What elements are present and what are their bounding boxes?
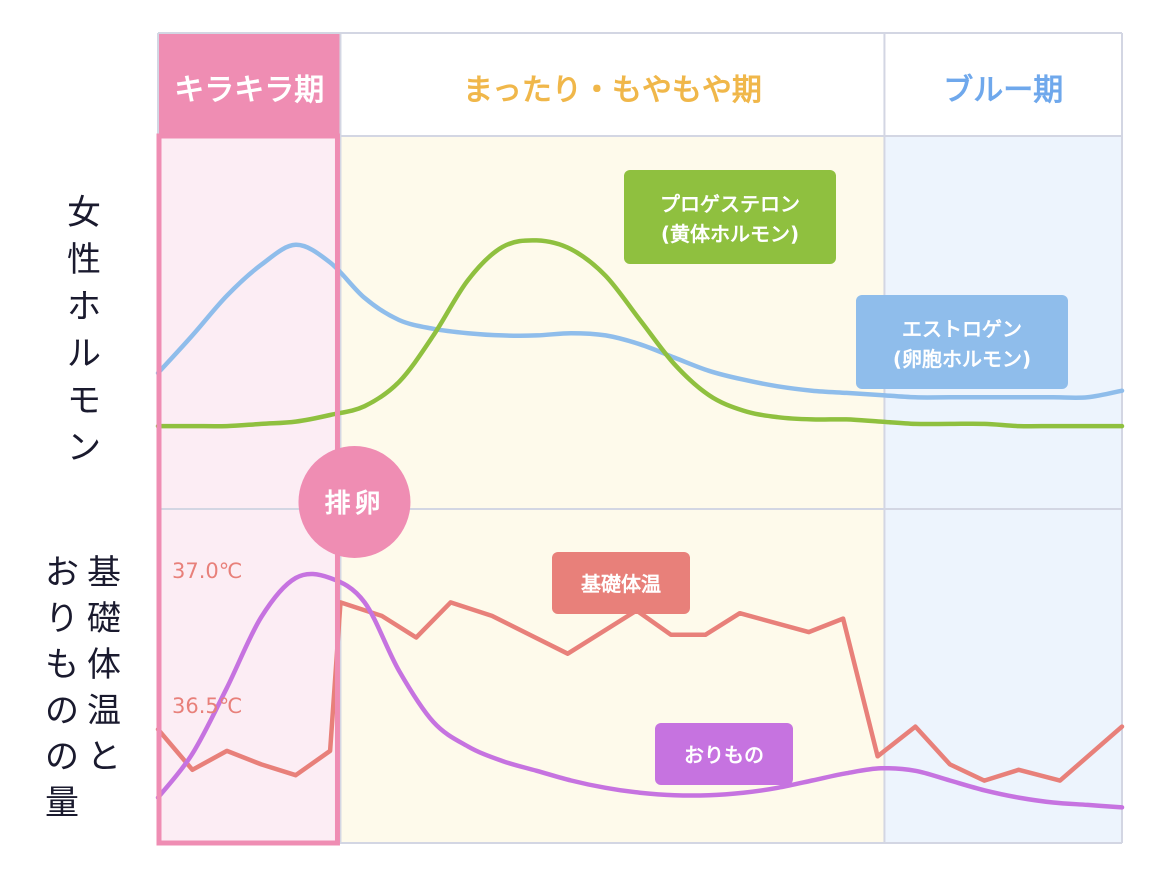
discharge-line bbox=[155, 571, 1125, 810]
tick-label-37: 37.0℃ bbox=[172, 559, 242, 583]
hormone-label-char: 女 bbox=[67, 193, 101, 233]
legend-progesterone-badge bbox=[624, 170, 836, 264]
legend-bbt: 基礎体温 bbox=[552, 552, 690, 614]
hormone-label-char: ル bbox=[67, 334, 101, 374]
legend-estrogen: エストロゲン (卵胞ホルモン) bbox=[856, 295, 1068, 389]
ovulation-marker bbox=[298, 446, 411, 558]
legend-discharge-badge bbox=[655, 723, 793, 785]
progesterone-line bbox=[155, 238, 1125, 429]
bbt-label-char: と bbox=[87, 737, 121, 777]
bbt-label-char: 基 bbox=[87, 553, 121, 593]
legend-estrogen-name: エストロゲン bbox=[902, 317, 1022, 341]
bbt-label-char: 体 bbox=[87, 645, 121, 685]
discharge-label-char: も bbox=[45, 645, 79, 685]
phase-label-mattari-moyamoya: まったり・もやもや期 bbox=[463, 73, 762, 108]
discharge-label-char: り bbox=[45, 599, 79, 639]
hormone-label-char: モ bbox=[67, 381, 101, 421]
legend-progesterone-subname: (黄体ホルモン) bbox=[661, 222, 799, 246]
discharge-label-char: の bbox=[45, 691, 79, 731]
header-blue bbox=[884, 33, 1122, 136]
hormone-label-char: ホ bbox=[67, 287, 101, 327]
legend-progesterone-name: プロゲステロン bbox=[660, 192, 800, 216]
header-kirakira bbox=[158, 33, 341, 136]
legend-bbt-badge bbox=[552, 552, 690, 614]
discharge-label-char: お bbox=[45, 553, 79, 593]
tick-label-36-5: 36.5℃ bbox=[172, 694, 242, 718]
hormone-label-char: ン bbox=[67, 428, 101, 468]
legend-discharge-name: おりもの bbox=[684, 743, 764, 767]
legend-discharge: おりもの bbox=[655, 723, 793, 785]
hormone-label-char: 性 bbox=[67, 240, 101, 280]
bbt-label-char: 温 bbox=[87, 691, 121, 731]
ovulation-label: 排卵 bbox=[324, 489, 384, 519]
phase-label-blue: ブルー期 bbox=[943, 73, 1063, 108]
estrogen-line bbox=[155, 242, 1125, 401]
discharge-label-char: 量 bbox=[45, 783, 79, 823]
discharge-label-char: の bbox=[45, 737, 79, 777]
band-blue bbox=[884, 136, 1122, 843]
phase-label-kirakira: キラキラ期 bbox=[174, 73, 324, 108]
header-mattari-moyamoya bbox=[340, 33, 885, 136]
bbt-label-char: 礎 bbox=[87, 599, 121, 639]
legend-estrogen-badge bbox=[856, 295, 1068, 389]
legend-progesterone: プロゲステロン (黄体ホルモン) bbox=[624, 170, 836, 264]
legend-bbt-name: 基礎体温 bbox=[581, 572, 661, 596]
legend-estrogen-subname: (卵胞ホルモン) bbox=[893, 347, 1031, 371]
